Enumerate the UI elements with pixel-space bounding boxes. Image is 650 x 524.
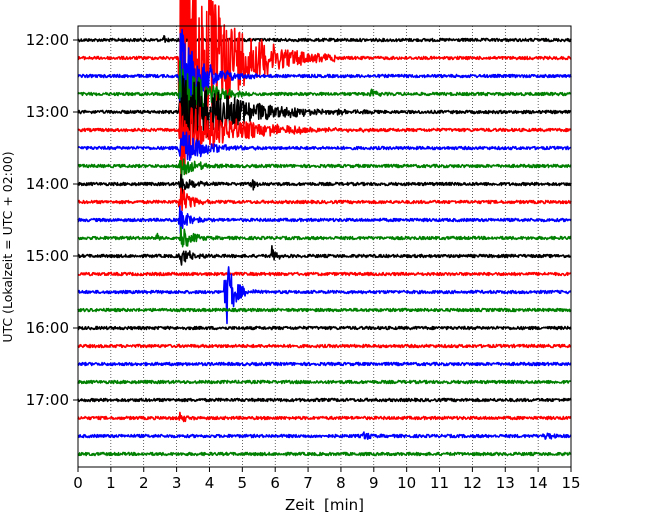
trace-12:45 [77, 60, 572, 129]
trace-13:00 [77, 75, 572, 151]
y-tick-label: 13:00 [26, 103, 69, 121]
x-tick-label: 13 [496, 474, 515, 492]
trace-16:45 [77, 379, 572, 385]
trace-14:30 [77, 205, 572, 235]
x-tick-label: 3 [172, 474, 182, 492]
x-tick-label: 14 [529, 474, 548, 492]
x-tick-label: 15 [561, 474, 580, 492]
y-axis: 12:00 13:00 14:00 15:00 16:00 17:00 [26, 31, 78, 409]
y-axis-label: UTC (Lokalzeit = UTC + 02:00) [0, 151, 15, 342]
trace-13:30 [77, 131, 572, 162]
trace-16:30 [77, 361, 572, 367]
x-tick-label: 5 [238, 474, 248, 492]
trace-16:00 [77, 325, 572, 331]
x-tick-label: 11 [430, 474, 449, 492]
seismic-traces [77, 0, 572, 457]
y-tick-label: 15:00 [26, 247, 69, 265]
x-tick-label: 7 [303, 474, 313, 492]
x-tick-label: 1 [106, 474, 116, 492]
x-tick-label: 8 [336, 474, 346, 492]
x-tick-label: 0 [73, 474, 83, 492]
trace-16:15 [77, 343, 572, 349]
trace-13:15 [77, 102, 572, 160]
x-tick-label: 4 [205, 474, 215, 492]
plot-frame [77, 25, 572, 468]
trace-14:00 [77, 173, 572, 195]
trace-12:00 [77, 35, 572, 43]
trace-15:15 [77, 271, 572, 277]
trace-14:15 [77, 187, 572, 212]
trace-17:30 [77, 431, 572, 441]
trace-17:15 [77, 411, 572, 423]
trace-17:45 [77, 451, 572, 457]
trace-12:15 [77, 0, 572, 189]
y-tick-label: 12:00 [26, 31, 69, 49]
y-tick-label: 14:00 [26, 175, 69, 193]
x-tick-label: 9 [369, 474, 379, 492]
y-tick-label: 16:00 [26, 319, 69, 337]
trace-12:30 [77, 28, 572, 119]
x-tick-label: 6 [270, 474, 280, 492]
trace-15:00 [77, 245, 572, 266]
x-tick-label: 10 [397, 474, 416, 492]
trace-15:30 [77, 266, 572, 325]
trace-13:45 [77, 158, 572, 179]
x-tick-label: 2 [139, 474, 149, 492]
x-axis-label: Zeit [min] [285, 496, 364, 514]
trace-14:45 [77, 226, 572, 248]
x-tick-label: 12 [463, 474, 482, 492]
x-axis: 0 1 2 3 4 5 6 7 8 9 10 11 12 13 14 15 [73, 467, 581, 492]
trace-17:00 [77, 397, 572, 403]
trace-15:45 [77, 307, 572, 313]
y-tick-label: 17:00 [26, 391, 69, 409]
